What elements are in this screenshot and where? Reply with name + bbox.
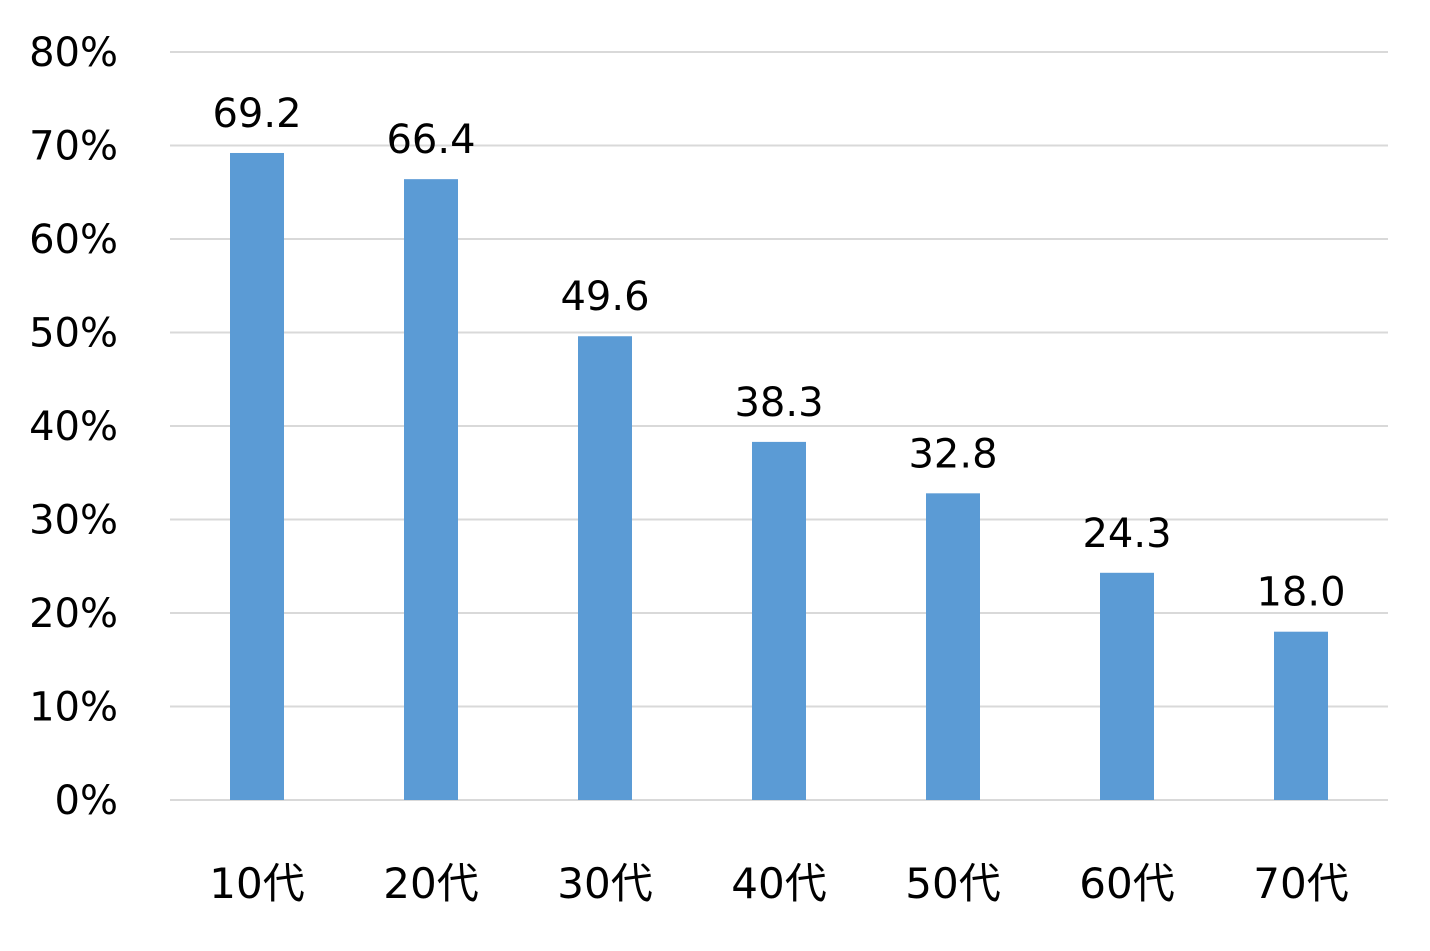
y-tick-label: 70% [29,124,118,170]
bar [926,493,980,800]
bar [1100,572,1154,800]
bar [578,336,632,800]
data-labels: 69.2 66.4 49.6 38.3 32.8 24.3 18.0 [212,91,1345,616]
y-tick-label: 20% [29,591,118,637]
data-label: 32.8 [908,431,997,477]
data-label: 18.0 [1256,570,1345,616]
bar [230,152,284,801]
y-tick-label: 30% [29,498,118,544]
x-category-label: 60代 [1079,859,1174,908]
bar [752,441,806,800]
y-tick-label: 0% [55,778,118,824]
x-category-label: 40代 [731,859,826,908]
bars [230,152,1328,801]
data-label: 49.6 [560,274,649,320]
data-label: 38.3 [734,380,823,426]
x-category-label: 20代 [383,859,478,908]
data-label: 24.3 [1082,511,1171,557]
gridlines [170,51,1388,801]
y-axis-ticks: 0% 10% 20% 30% 40% 50% 60% 70% 80% [29,30,118,824]
bar [404,179,458,800]
x-category-label: 10代 [209,859,304,908]
y-tick-label: 10% [29,685,118,731]
y-tick-label: 60% [29,217,118,263]
bar [1274,631,1328,800]
y-tick-label: 50% [29,311,118,357]
x-category-label: 50代 [905,859,1000,908]
x-category-label: 70代 [1253,859,1348,908]
data-label: 66.4 [386,117,475,163]
y-tick-label: 40% [29,404,118,450]
x-axis-categories: 10代 20代 30代 40代 50代 60代 70代 [209,859,1348,908]
x-category-label: 30代 [557,859,652,908]
y-tick-label: 80% [29,30,118,76]
data-label: 69.2 [212,91,301,137]
